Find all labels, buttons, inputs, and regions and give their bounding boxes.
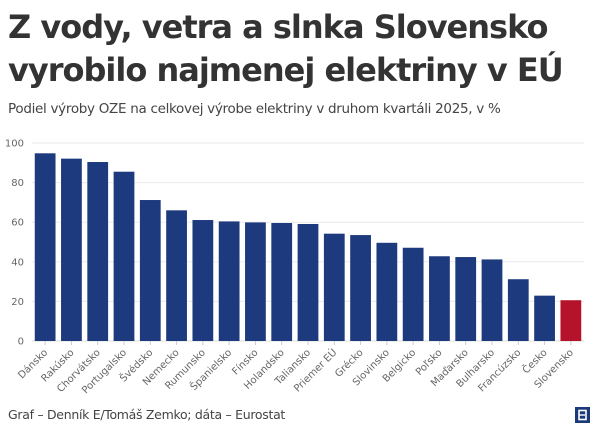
bars <box>34 153 582 341</box>
denník-e-logo-icon <box>575 407 590 423</box>
bar-Chorvátsko[interactable] <box>87 162 109 341</box>
y-tick-label: 100 <box>5 139 24 150</box>
y-tick-label: 60 <box>11 218 24 229</box>
y-axis: 0 20 40 60 80 100 <box>5 139 24 348</box>
bar-Slovinsko[interactable] <box>376 242 398 341</box>
x-axis: DánskoRakúskoChorvátskoPortugalskoŠvédsk… <box>16 341 576 396</box>
y-tick-label: 20 <box>11 297 24 308</box>
chart-title-line-2: vyrobilo najmenej elektriny v EÚ <box>8 51 564 89</box>
bar-Grécko[interactable] <box>350 235 371 341</box>
source-credit: Graf – Denník E/Tomáš Zemko; dáta – Euro… <box>8 407 286 422</box>
bar-Rakúsko[interactable] <box>61 158 82 341</box>
bar-Španielsko[interactable] <box>218 221 240 341</box>
chart-subtitle: Podiel výroby OZE na celkovej výrobe ele… <box>8 101 501 117</box>
bar-Maďarsko[interactable] <box>455 257 477 341</box>
bar-Fínsko[interactable] <box>245 222 266 341</box>
bar-Taliansko[interactable] <box>297 223 319 341</box>
bar-Slovensko[interactable] <box>560 300 582 341</box>
bar-Francúzsko[interactable] <box>507 279 529 341</box>
bar-Portugalsko[interactable] <box>113 171 135 341</box>
y-tick-label: 0 <box>18 337 24 348</box>
bar-Nemecko[interactable] <box>166 210 187 341</box>
y-tick-label: 40 <box>11 257 24 268</box>
bar-Bulharsko[interactable] <box>481 259 503 341</box>
bar-Belgicko[interactable] <box>402 247 424 341</box>
bar-Dánsko[interactable] <box>34 153 56 341</box>
bar-Švédsko[interactable] <box>139 200 161 341</box>
bar-Holandsko[interactable] <box>271 222 293 341</box>
bar-Česko[interactable] <box>534 295 555 341</box>
bar-Poľsko[interactable] <box>429 256 450 341</box>
chart-title-line-1: Z vody, vetra a slnka Slovensko <box>8 8 548 46</box>
y-tick-label: 80 <box>11 178 24 189</box>
bar-Rumunsko[interactable] <box>192 220 214 341</box>
chart-title: Z vody, vetra a slnka Slovensko vyrobilo… <box>8 6 598 92</box>
bar-Priemer EÚ[interactable] <box>323 233 345 341</box>
